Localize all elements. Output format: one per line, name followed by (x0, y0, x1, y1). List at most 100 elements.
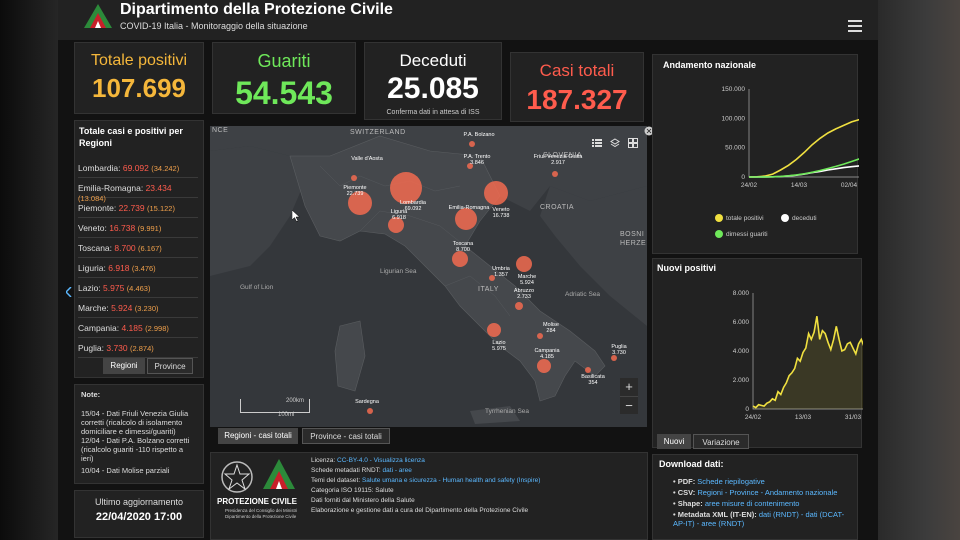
region-row[interactable]: Marche: 5.924 (3.230) (78, 299, 198, 318)
map-bubble-label: Friuli Venezia Giulia 2.917 (533, 154, 583, 166)
region-row[interactable]: Campania: 4.185 (2.998) (78, 319, 198, 338)
region-total: 5.924 (111, 303, 135, 313)
trend-chart-panel: Andamento nazionale 0 50.000 100.000 150.00… (652, 54, 859, 254)
note-line: domiciliare e dimessi/guariti) (81, 427, 176, 436)
license-link[interactable]: CC-BY-4.0 - Visualizza licenza (337, 457, 425, 464)
map-bubble[interactable] (487, 323, 501, 337)
map-bubble-label: P.A. Trento 3.846 (452, 154, 502, 166)
map-bubble[interactable] (552, 171, 558, 177)
region-row[interactable]: Puglia: 3.730 (2.874) (78, 339, 198, 358)
map-bubble[interactable] (455, 208, 477, 230)
zoom-out-button[interactable]: − (620, 396, 638, 414)
trend-chart-title: Andamento nazionale (663, 60, 757, 70)
region-point-name: Basilicata (581, 374, 605, 380)
map-bubble[interactable] (585, 367, 591, 373)
download-link[interactable]: dati (RNDT) - dati (DCAT-AP-IT) - aree (… (673, 510, 845, 528)
fullscreen-icon[interactable] (644, 126, 654, 136)
tab-variazione[interactable]: Variazione (693, 434, 749, 449)
license-link[interactable]: Salute umana e sicurezza - Human health … (361, 477, 541, 484)
legend-label: totale positivi (726, 215, 764, 222)
x-tick-label: 31/03 (845, 414, 862, 421)
series-area (753, 316, 863, 409)
region-point-name: Abruzzo (513, 288, 535, 294)
hamburger-menu-icon[interactable] (848, 20, 862, 32)
logo-subcaption: Presidenza del Consiglio dei Ministri (225, 508, 298, 513)
region-positive: (34.242) (151, 164, 180, 173)
series-line (749, 158, 859, 178)
map-label-sea: Ligurian Sea (380, 268, 417, 275)
region-row[interactable]: Emilia-Romagna: 23.434 (13.084) (78, 179, 198, 203)
note-line: 12/04 - Dati P.A. Bolzano corretti (81, 436, 190, 445)
map-bubble[interactable] (467, 163, 473, 169)
map-label-country: NCE (212, 127, 229, 134)
region-row[interactable]: Liguria: 6.918 (3.476) (78, 259, 198, 278)
map-bubble-label: Veneto 16.738 (476, 207, 526, 219)
regions-panel-title: Totale casi e positivi per Regioni (79, 126, 183, 148)
region-positive: (15.122) (147, 204, 175, 213)
tab-province-casi-totali[interactable]: Province - casi totali (302, 428, 390, 444)
map-bubble[interactable] (388, 217, 404, 233)
map-bubble[interactable] (537, 333, 543, 339)
region-total: 5.975 (103, 283, 127, 293)
layers-icon[interactable] (610, 138, 620, 148)
note-line: (ricalcolo guariti -110 rispetto a (81, 445, 183, 454)
download-link[interactable]: Regioni - Province - Andamento nazionale (697, 488, 838, 497)
map-bubble[interactable] (452, 251, 468, 267)
region-point-name: P.A. Bolzano (463, 132, 495, 138)
region-positive: (4.463) (126, 284, 151, 293)
license-panel: PROTEZIONE CIVILE Presidenza del Consigl… (210, 452, 648, 540)
map-bubble[interactable] (516, 256, 532, 272)
region-name: Toscana: (78, 243, 115, 253)
basemap-gallery-icon[interactable] (628, 138, 638, 148)
map-bubble[interactable] (537, 359, 551, 373)
map-bubble[interactable] (469, 141, 475, 147)
map-bubble-label: Puglia 3.730 (594, 344, 644, 356)
map-bubble[interactable] (489, 275, 495, 281)
region-row[interactable]: Lazio: 5.975 (4.463) (78, 279, 198, 298)
map-bubble[interactable] (611, 355, 617, 361)
legend-dot (715, 230, 723, 238)
kpi-value: 54.543 (235, 75, 333, 111)
y-tick-label: 2.000 (733, 377, 750, 384)
region-point-value: 3.730 (612, 350, 626, 356)
map-bubble[interactable] (390, 172, 422, 204)
map-bubble[interactable] (367, 408, 373, 414)
region-point-value: 69.092 (404, 206, 422, 212)
region-row[interactable]: Veneto: 16.738 (9.991) (78, 219, 198, 238)
map-bubble[interactable] (351, 175, 357, 181)
region-row[interactable]: Piemonte: 22.739 (15.122) (78, 199, 198, 218)
region-name: Campania: (78, 323, 122, 333)
region-row[interactable]: Lombardia: 69.092 (34.242) (78, 159, 198, 178)
download-link[interactable]: Schede riepilogative (697, 477, 765, 486)
note-line: 10/04 - Dati Molise parziali (81, 466, 170, 475)
tab-regioni-casi-totali[interactable]: Regioni - casi totali (218, 428, 298, 444)
list-icon[interactable] (592, 138, 602, 148)
kpi-casi-totali: Casi totali 187.327 (510, 52, 644, 122)
license-line-label: Categoria ISO 19115: (311, 487, 376, 494)
tab-nuovi[interactable]: Nuovi (657, 434, 691, 449)
region-point-name: Sardegna (355, 399, 379, 405)
license-text: Dati forniti dal Ministero della Salute (311, 497, 415, 504)
region-point-name: Lazio (492, 340, 506, 346)
map-label-country: SWITZERLAND (350, 129, 406, 136)
regions-map[interactable]: NCE SWITZERLAND SLOVENIA CROATIA BOSNI H… (210, 126, 647, 427)
kpi-label: Totale positivi (90, 52, 188, 69)
logo-caption: PROTEZIONE CIVILE (217, 497, 298, 506)
region-point-value: 2.917 (551, 160, 565, 166)
region-point-value: 354 (588, 380, 598, 386)
collapse-chevron-icon[interactable] (66, 287, 72, 297)
zoom-in-button[interactable]: + (620, 378, 638, 396)
map-bubble[interactable] (515, 302, 523, 310)
y-tick-label: 8.000 (733, 290, 750, 297)
region-total: 22.739 (118, 203, 148, 213)
map-label-sea: Tyrrhenian Sea (484, 408, 530, 415)
tab-province[interactable]: Province (147, 358, 193, 374)
tab-regioni[interactable]: Regioni (103, 358, 145, 374)
region-total: 4.185 (121, 323, 146, 333)
region-total: 3.730 (106, 343, 130, 353)
license-link[interactable]: dati - aree (382, 467, 412, 474)
region-row[interactable]: Toscana: 8.700 (6.167) (78, 239, 198, 258)
map-bubble[interactable] (484, 181, 508, 205)
download-link[interactable]: aree misure di contenimento (704, 499, 800, 508)
map-bubble[interactable] (348, 191, 372, 215)
